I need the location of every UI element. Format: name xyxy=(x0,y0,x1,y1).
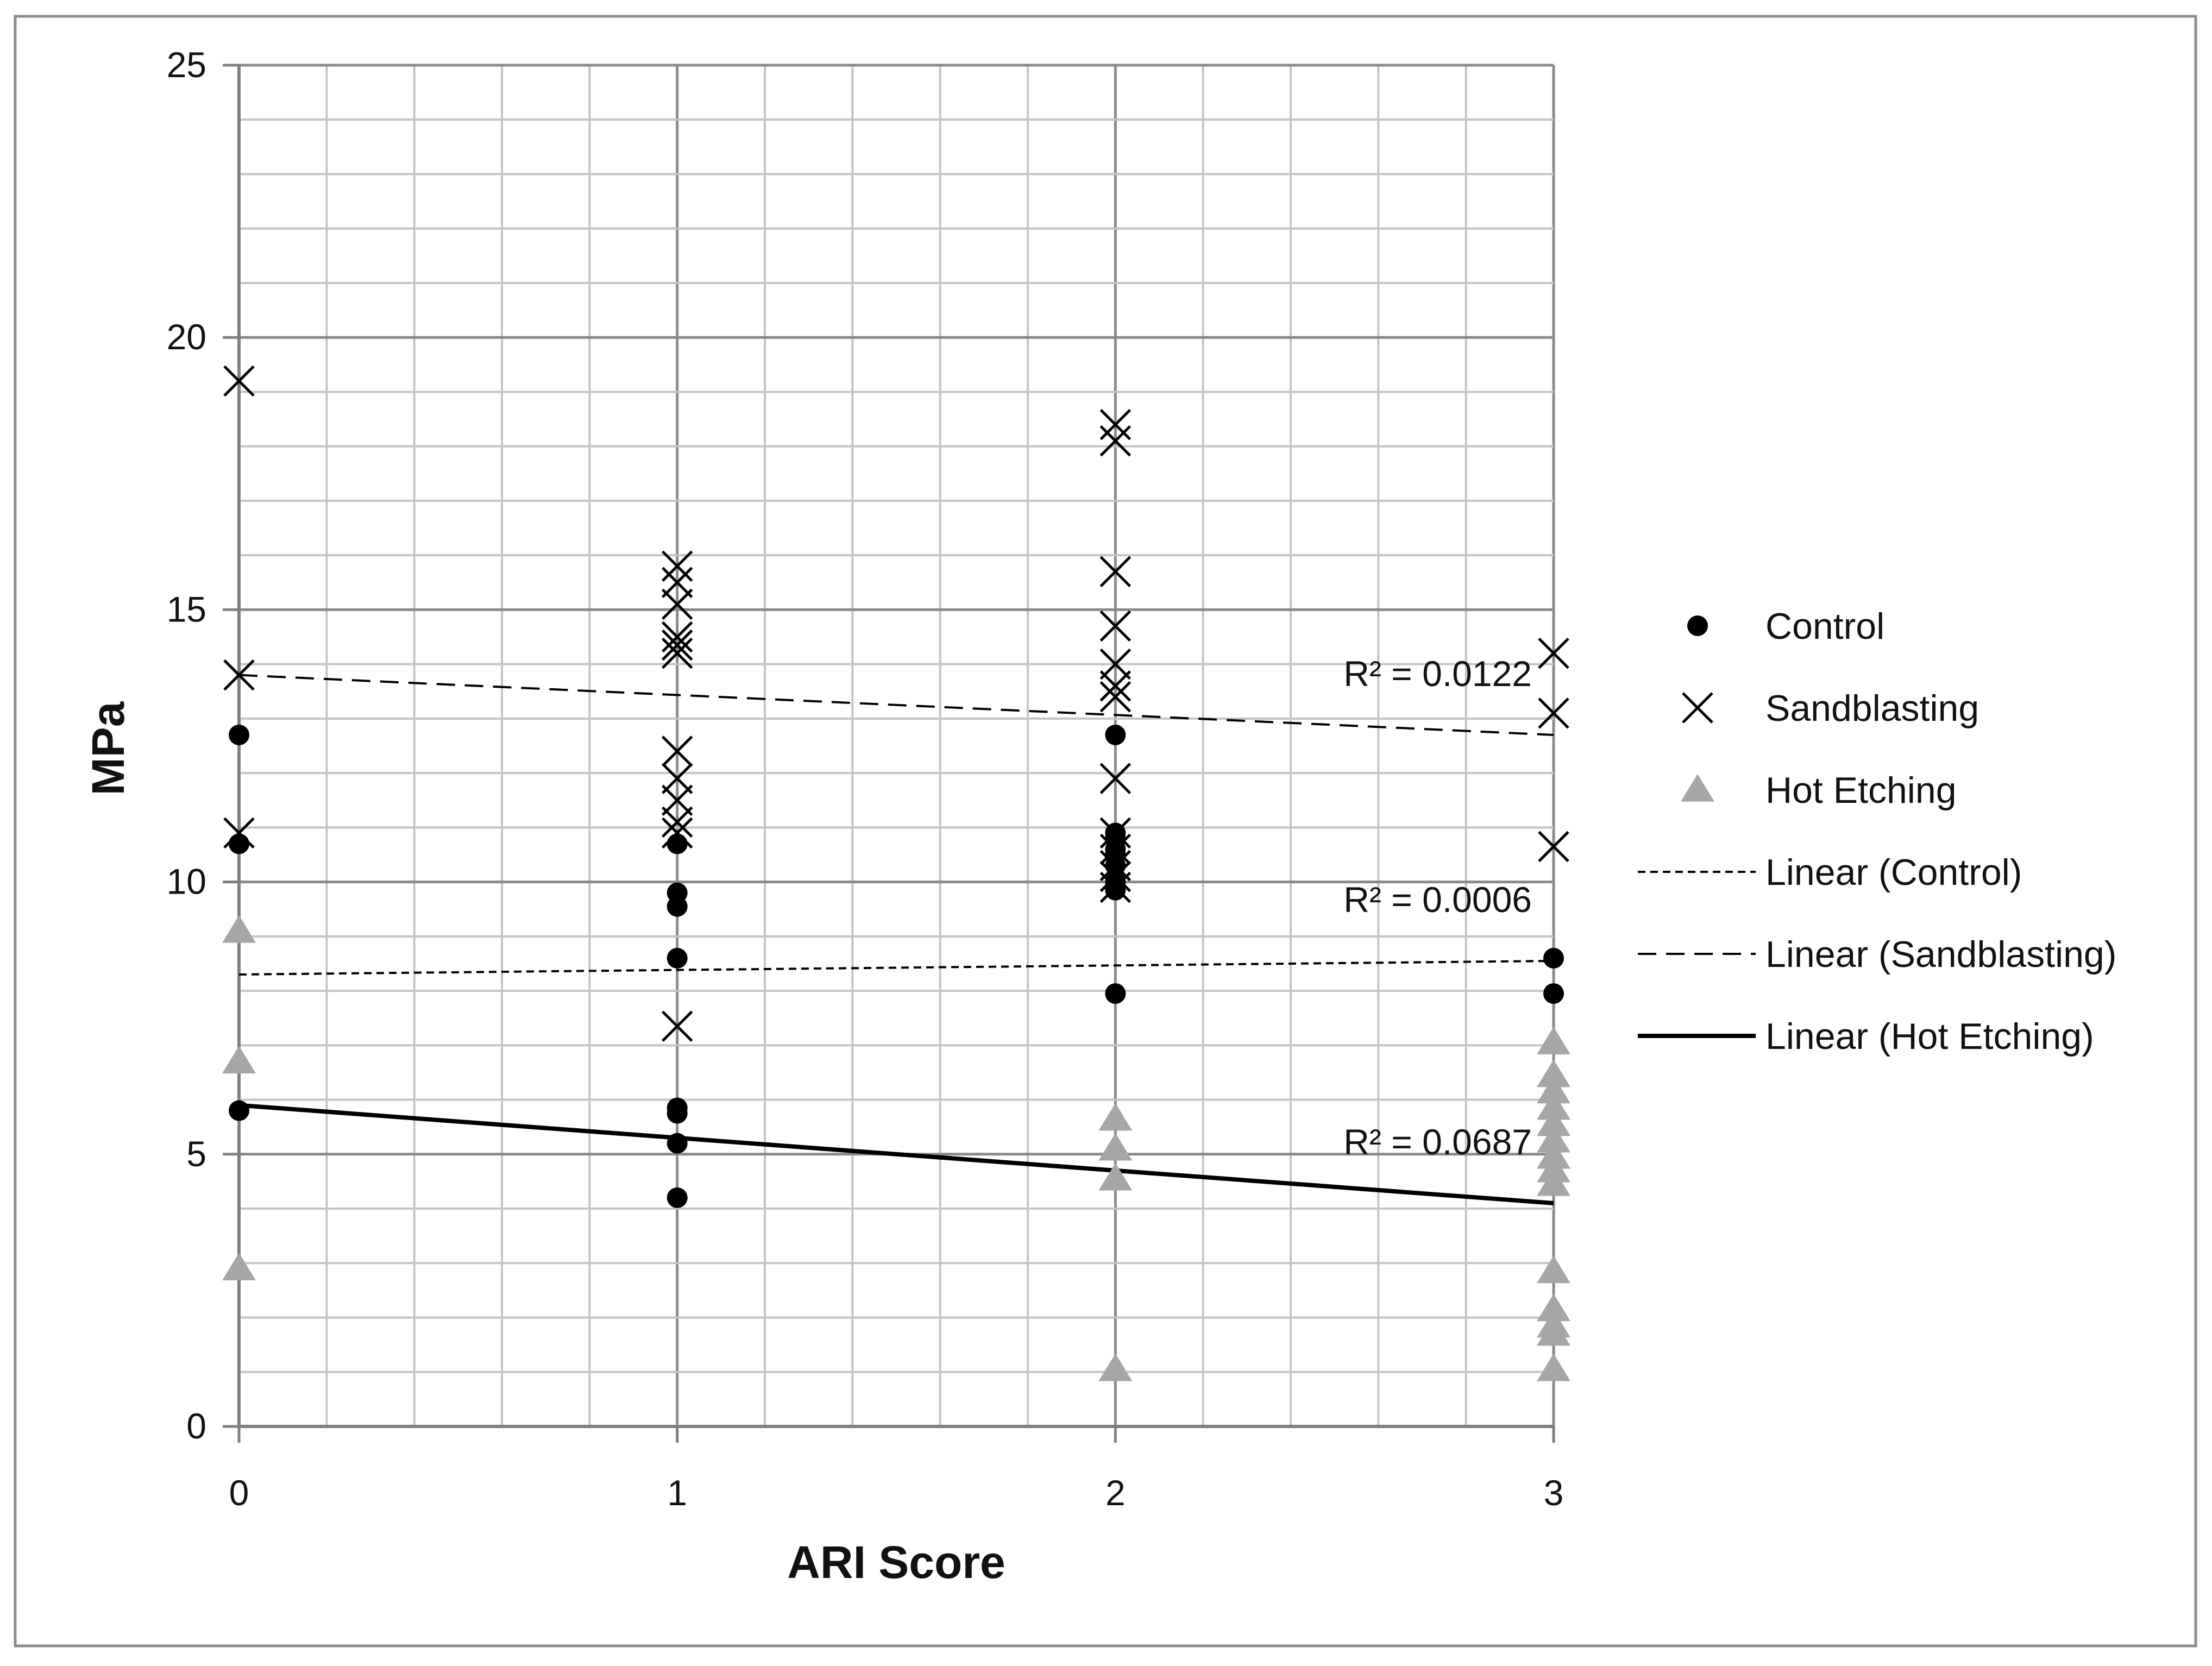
r-squared-label: R² = 0.0006 xyxy=(1343,879,1532,920)
control-point xyxy=(667,1103,688,1124)
x-axis-title: ARI Score xyxy=(787,1537,1005,1588)
legend-label: Linear (Sandblasting) xyxy=(1765,934,2116,975)
x-tick-label: 3 xyxy=(1544,1473,1564,1513)
r-squared-label: R² = 0.0122 xyxy=(1343,653,1532,694)
hot-etching-point xyxy=(1537,1124,1570,1153)
sandblasting-point xyxy=(661,784,693,816)
sandblasting-point xyxy=(1099,670,1132,702)
hot-etching-point xyxy=(222,915,256,943)
sandblasting-point xyxy=(223,817,255,849)
sandblasting-point xyxy=(223,659,255,691)
y-axis-title: MPa xyxy=(83,701,134,795)
trendline-dashed xyxy=(238,674,1554,736)
hot-etching-point xyxy=(1098,1103,1133,1131)
hot-etching-point xyxy=(1537,1027,1570,1055)
trendline-solid xyxy=(238,1103,1554,1206)
legend-label: Linear (Control) xyxy=(1765,852,2022,893)
y-tick-label: 20 xyxy=(167,317,206,357)
sandblasting-point xyxy=(661,567,693,599)
x-tick-label: 2 xyxy=(1105,1473,1126,1513)
sandblasting-point xyxy=(661,735,693,767)
sandblasting-point xyxy=(1099,833,1132,865)
control-point xyxy=(667,896,688,917)
control-point xyxy=(229,833,249,854)
control-point xyxy=(667,947,688,969)
hot-etching-point xyxy=(1098,1162,1133,1191)
legend-symbol-triangle xyxy=(1681,774,1714,802)
legend-symbol-cross xyxy=(1682,692,1713,724)
y-tick-label: 10 xyxy=(167,862,206,902)
hot-etching-point xyxy=(222,1253,256,1281)
control-point xyxy=(229,1100,249,1121)
control-point xyxy=(1105,983,1126,1004)
sandblasting-point xyxy=(1538,637,1569,669)
hot-etching-point xyxy=(1537,1168,1570,1196)
sandblasting-point xyxy=(1099,408,1132,441)
y-tick-label: 5 xyxy=(186,1134,206,1174)
control-point xyxy=(667,1187,688,1208)
hot-etching-point xyxy=(1537,1076,1570,1104)
hot-etching-point xyxy=(222,1046,256,1074)
y-tick-label: 25 xyxy=(167,45,206,85)
legend-label: Sandblasting xyxy=(1765,688,1979,729)
sandblasting-point xyxy=(661,637,693,669)
sandblasting-point xyxy=(1538,697,1569,729)
sandblasting-point xyxy=(1099,425,1132,457)
hot-etching-point xyxy=(1098,1133,1133,1161)
sandblasting-point xyxy=(661,550,693,582)
sandblasting-point xyxy=(223,365,255,397)
x-tick-label: 1 xyxy=(667,1473,687,1513)
hot-etching-point xyxy=(1537,1318,1570,1346)
hot-etching-point xyxy=(1537,1092,1570,1120)
hot-etching-point xyxy=(1537,1108,1570,1136)
sandblasting-point xyxy=(1099,817,1132,849)
sandblasting-point xyxy=(1099,648,1132,680)
sandblasting-point xyxy=(1099,556,1132,587)
sandblasting-point xyxy=(661,621,693,653)
control-point xyxy=(667,1133,688,1154)
x-tick-label: 0 xyxy=(229,1473,249,1513)
control-point xyxy=(1543,947,1564,969)
sandblasting-point xyxy=(661,806,693,838)
legend-label: Control xyxy=(1765,606,1884,647)
hot-etching-point xyxy=(1537,1353,1570,1381)
sandblasting-point xyxy=(1099,610,1132,642)
control-point xyxy=(1105,724,1126,745)
hot-etching-point xyxy=(1098,1353,1133,1381)
sandblasting-point xyxy=(661,588,693,620)
sandblasting-point xyxy=(661,1010,693,1042)
legend-label: Linear (Hot Etching) xyxy=(1765,1016,2094,1057)
sandblasting-point xyxy=(1099,860,1132,892)
sandblasting-point xyxy=(661,817,693,849)
control-point xyxy=(1543,983,1564,1004)
control-point xyxy=(229,724,249,745)
y-tick-label: 0 xyxy=(186,1406,206,1446)
sandblasting-point xyxy=(1099,681,1132,713)
control-point xyxy=(667,833,688,854)
sandblasting-point xyxy=(1538,831,1569,863)
y-tick-label: 15 xyxy=(167,589,206,629)
hot-etching-point xyxy=(1537,1059,1570,1087)
trendline-dotted xyxy=(238,959,1554,976)
sandblasting-point xyxy=(661,629,693,661)
sandblasting-point xyxy=(1099,850,1132,882)
hot-etching-point xyxy=(1537,1255,1570,1284)
sandblasting-point xyxy=(661,763,693,794)
sandblasting-point xyxy=(1099,763,1132,794)
control-point xyxy=(1105,879,1126,901)
legend-symbol-circle xyxy=(1687,615,1708,636)
sandblasting-point xyxy=(1099,871,1132,903)
hot-etching-point xyxy=(1537,1293,1570,1322)
r-squared-label: R² = 0.0687 xyxy=(1343,1122,1532,1162)
legend-label: Hot Etching xyxy=(1765,770,1957,811)
